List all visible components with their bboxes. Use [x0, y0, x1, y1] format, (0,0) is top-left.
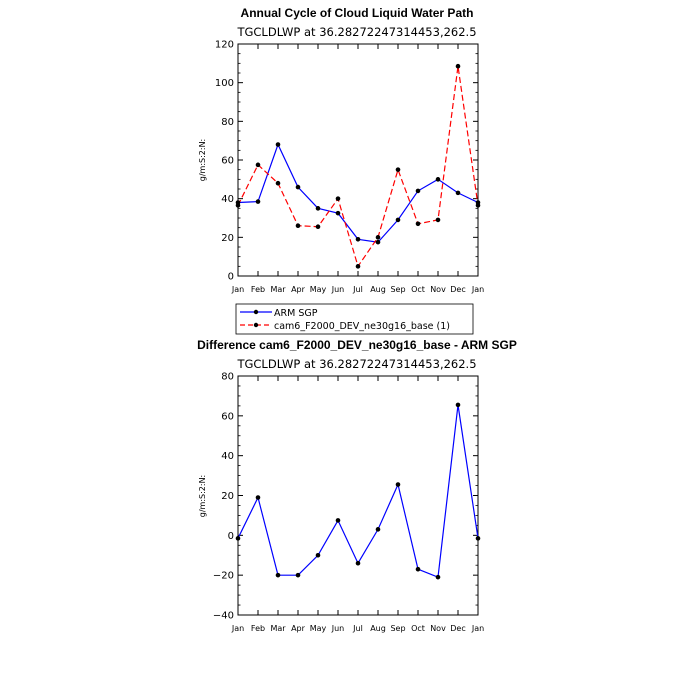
c1-series-0-point [435, 177, 441, 182]
c1-series-1-point [455, 63, 461, 69]
y-tick-label: 20 [221, 491, 234, 502]
x-tick-label: Dec [450, 624, 465, 633]
annual-cycle-chart: Annual Cycle of Cloud Liquid Water Path … [198, 6, 484, 335]
c1-series-0-point [415, 188, 421, 194]
x-tick-label: Oct [411, 285, 425, 294]
c2-series-0-point [455, 402, 461, 408]
c2-series-0-point [435, 574, 441, 580]
y-tick-label: −20 [213, 571, 234, 582]
x-tick-label: Jul [352, 285, 363, 294]
c1-series-0-point [455, 190, 461, 196]
x-tick-label: Sep [390, 285, 405, 294]
legend-box [235, 303, 474, 335]
x-tick-label: Jan [231, 285, 244, 294]
chart1-subtitle: TGCLDLWP at 36.28272247314453,262.5 [236, 25, 476, 39]
c1-series-0-point [395, 217, 401, 223]
x-tick-label: Apr [291, 285, 306, 294]
y-tick-label: 0 [228, 272, 234, 283]
y-tick-label: 40 [221, 194, 234, 205]
c2-series-0-point [355, 560, 361, 566]
x-tick-label: Feb [251, 624, 265, 633]
c2-plot-frame [237, 375, 479, 616]
c1-series-1-point [275, 180, 281, 186]
x-tick-label: May [310, 624, 327, 633]
chart1-legend: ARM SGP cam6_F2000_DEV_ne30g16_base (1) [235, 303, 474, 335]
c1-series-0-point [275, 142, 281, 147]
y-tick-label: 80 [221, 117, 234, 128]
c2-series-0-point [375, 527, 381, 532]
legend-label-arm-sgp: ARM SGP [274, 308, 318, 319]
chart2-ylabel: g/m:S:2:N: [198, 475, 207, 518]
x-tick-label: Jan [471, 624, 484, 633]
c2-series-0-point [395, 482, 401, 487]
chart2-subtitle: TGCLDLWP at 36.28272247314453,262.5 [236, 357, 476, 371]
x-tick-label: Sep [390, 624, 405, 633]
legend-marker-cam6 [253, 322, 259, 328]
c1-series-0-point [375, 239, 381, 245]
y-tick-label: 100 [215, 78, 234, 89]
x-tick-label: Aug [370, 285, 386, 294]
c1-series-0-point [335, 210, 341, 216]
y-tick-label: 20 [221, 233, 234, 244]
c2-series-line-0 [237, 404, 479, 579]
c2-series-0-point [255, 495, 261, 500]
x-tick-label: Jun [331, 624, 345, 633]
c2-series-0-point [415, 566, 421, 572]
c1-series-0-point [295, 184, 301, 190]
x-tick-label: May [310, 285, 327, 294]
c2-series-0-point [315, 552, 321, 558]
c1-series-0-point [255, 199, 261, 204]
y-tick-label: 120 [215, 40, 234, 51]
c1-series-1-point [395, 167, 401, 172]
c1-series-1-point [315, 224, 321, 229]
c1-series-line-1 [237, 66, 479, 268]
c2-series-0-point [235, 536, 241, 541]
c1-series-1-point [235, 203, 241, 208]
c1-series-1-point [435, 217, 441, 223]
x-tick-label: Jun [331, 285, 345, 294]
c1-series-1-point [295, 223, 301, 229]
c2-series-0-point [275, 572, 281, 578]
c1-series-1-point [475, 203, 481, 208]
c1-series-0-point [355, 236, 361, 242]
x-tick-label: Nov [430, 624, 446, 633]
x-tick-label: Mar [270, 285, 286, 294]
y-tick-label: −40 [213, 611, 234, 622]
legend-label-cam6: cam6_F2000_DEV_ne30g16_base (1) [274, 321, 450, 332]
y-tick-label: 60 [221, 156, 234, 167]
x-tick-label: Nov [430, 285, 446, 294]
y-tick-label: 0 [228, 531, 234, 542]
c1-series-1-point [255, 162, 261, 168]
y-tick-label: 60 [221, 411, 234, 422]
difference-chart: Difference cam6_F2000_DEV_ne30g16_base -… [197, 338, 517, 633]
c1-series-1-point [355, 264, 361, 269]
x-tick-label: Dec [450, 285, 465, 294]
x-tick-label: Jul [352, 624, 363, 633]
x-tick-label: Oct [411, 624, 425, 633]
c1-series-1-point [415, 221, 421, 227]
c2-series-0-point [295, 572, 301, 578]
x-tick-label: Mar [270, 624, 286, 633]
y-tick-label: 80 [221, 372, 234, 383]
x-tick-label: Jan [231, 624, 244, 633]
c1-series-1-point [375, 235, 381, 240]
c2-series-0-point [335, 518, 341, 523]
c1-series-1-point [335, 196, 341, 201]
chart1-title: Annual Cycle of Cloud Liquid Water Path [241, 6, 474, 20]
chart2-title: Difference cam6_F2000_DEV_ne30g16_base -… [197, 338, 517, 352]
x-tick-label: Feb [251, 285, 265, 294]
y-tick-label: 40 [221, 451, 234, 462]
legend-marker-arm-sgp [253, 309, 259, 315]
x-tick-label: Jan [471, 285, 484, 294]
c2-series-0-point [475, 536, 481, 541]
x-tick-label: Apr [291, 624, 306, 633]
x-tick-label: Aug [370, 624, 386, 633]
c1-series-0-point [315, 206, 321, 211]
chart1-ylabel: g/m:S:2:N: [198, 139, 207, 182]
